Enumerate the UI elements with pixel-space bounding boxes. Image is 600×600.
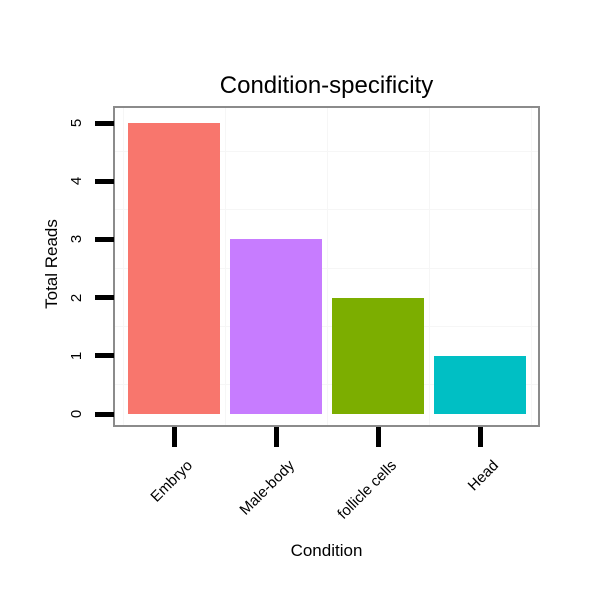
y-tick-mark xyxy=(95,120,114,126)
h-gridline xyxy=(115,151,538,153)
y-tick-label: 2 xyxy=(67,293,85,302)
x-axis-title: Condition xyxy=(290,541,363,560)
y-tick-label: 3 xyxy=(67,235,85,244)
y-tick-mark xyxy=(95,236,114,242)
bar-male-body xyxy=(230,239,322,414)
chart-title: Condition-specificity xyxy=(219,72,434,99)
y-tick-mark xyxy=(95,178,114,184)
h-gridline xyxy=(115,267,538,269)
h-gridline xyxy=(115,209,538,211)
x-tick-mark xyxy=(273,427,279,447)
bar-head xyxy=(434,355,526,414)
bar-embryo xyxy=(128,123,220,414)
v-gridline xyxy=(531,108,532,425)
v-gridline xyxy=(225,108,226,425)
v-gridline xyxy=(123,108,124,425)
y-tick-mark xyxy=(95,411,114,417)
x-tick-mark xyxy=(171,427,177,447)
v-gridline xyxy=(429,108,430,425)
x-tick-mark xyxy=(477,427,483,447)
y-tick-mark xyxy=(95,353,114,359)
h-gridline xyxy=(115,325,538,327)
h-gridline xyxy=(115,383,538,385)
y-tick-label: 0 xyxy=(67,409,85,419)
bar-follicle-cells xyxy=(332,297,424,414)
y-tick-label: 4 xyxy=(67,177,85,186)
v-gridline xyxy=(327,108,328,425)
plot-area xyxy=(113,106,540,427)
y-tick-label: 5 xyxy=(67,118,85,128)
y-tick-label: 1 xyxy=(67,351,85,360)
y-axis-title: Total Reads xyxy=(42,219,61,309)
y-tick-mark xyxy=(95,295,114,301)
x-tick-mark xyxy=(375,427,381,447)
